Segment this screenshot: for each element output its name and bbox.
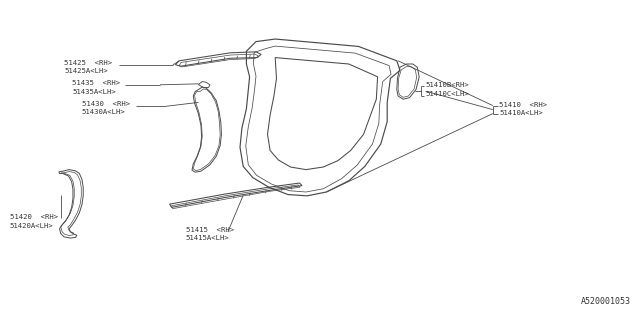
Text: A520001053: A520001053 bbox=[580, 297, 630, 306]
Text: 51420  <RH>
51420A<LH>: 51420 <RH> 51420A<LH> bbox=[10, 214, 58, 229]
Text: 51425  <RH>
51425A<LH>: 51425 <RH> 51425A<LH> bbox=[64, 60, 112, 75]
Text: 51410  <RH>
51410A<LH>: 51410 <RH> 51410A<LH> bbox=[499, 101, 547, 116]
Text: 51430  <RH>
51430A<LH>: 51430 <RH> 51430A<LH> bbox=[82, 101, 130, 116]
Text: 51410B<RH>
51410C<LH>: 51410B<RH> 51410C<LH> bbox=[426, 82, 469, 97]
Text: 51435  <RH>
51435A<LH>: 51435 <RH> 51435A<LH> bbox=[72, 80, 120, 95]
Text: 51415  <RH>
51415A<LH>: 51415 <RH> 51415A<LH> bbox=[186, 227, 234, 242]
